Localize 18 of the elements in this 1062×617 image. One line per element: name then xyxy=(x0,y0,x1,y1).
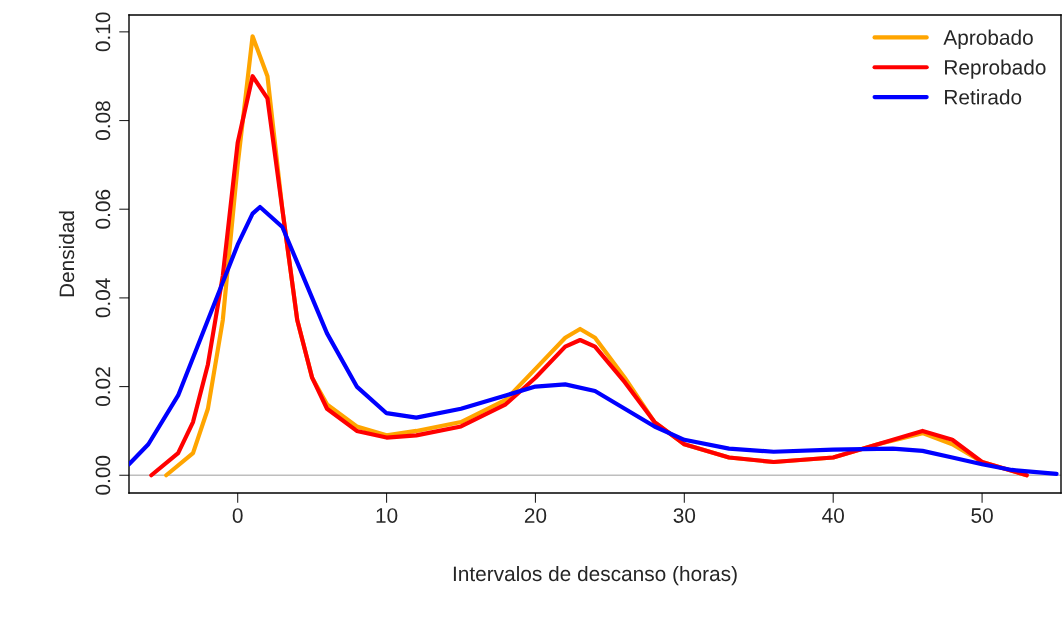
line-series xyxy=(129,204,1059,477)
x-tick-label: 0 xyxy=(232,508,243,523)
legend-label: Aprobado xyxy=(943,29,1033,49)
x-axis-title: Intervalos de descanso (horas) xyxy=(453,565,737,586)
x-tick-label: 40 xyxy=(822,508,844,523)
x-tick-label: 30 xyxy=(673,508,696,523)
y-tick-label: 0.10 xyxy=(95,12,111,52)
y-tick-label: 0.04 xyxy=(95,278,111,318)
y-tick-label: 0.00 xyxy=(95,455,111,495)
x-tick-label: 50 xyxy=(971,508,993,523)
legend-label: Reprobado xyxy=(945,59,1046,79)
y-tick-label: 0.08 xyxy=(95,101,111,140)
x-tick-label: 10 xyxy=(376,508,398,523)
y-axis-title: Densidad xyxy=(58,211,75,297)
legend-label: Retirado xyxy=(945,89,1022,105)
y-tick-label: 0.02 xyxy=(95,367,111,407)
y-tick-label: 0.06 xyxy=(95,189,111,229)
x-tick-label: 20 xyxy=(524,508,547,523)
